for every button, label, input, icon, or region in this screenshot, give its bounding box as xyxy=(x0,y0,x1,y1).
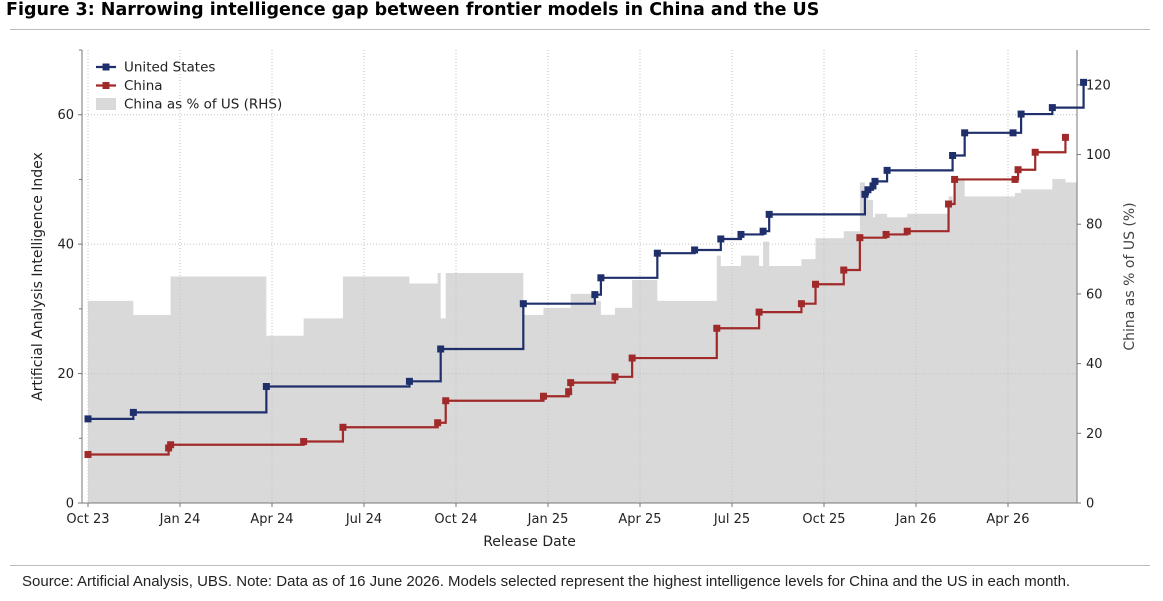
united-states-point xyxy=(597,274,605,282)
china-point xyxy=(713,324,721,332)
united-states-point xyxy=(869,182,877,190)
y-right-tick-label: 60 xyxy=(1086,287,1103,302)
united-states-point xyxy=(1080,78,1088,86)
x-tick-label: Oct 24 xyxy=(434,512,477,527)
china-point xyxy=(567,379,575,387)
axes-layer xyxy=(78,49,1081,507)
united-states-point xyxy=(864,186,872,194)
x-tick-label: Apr 26 xyxy=(986,512,1029,527)
china-point xyxy=(442,397,450,405)
united-states-point xyxy=(883,166,891,174)
china-point xyxy=(539,392,547,400)
y-right-tick-label: 80 xyxy=(1086,218,1103,233)
y-axis-title: Artificial Analysis Intelligence Index xyxy=(30,152,46,401)
grid-layer xyxy=(82,50,1077,503)
x-tick-label: Jan 25 xyxy=(527,512,569,527)
united-states-point xyxy=(861,190,869,198)
lines-layer xyxy=(84,78,1088,458)
united-states-point xyxy=(1009,129,1017,137)
china-point xyxy=(1011,175,1019,183)
united-states-point xyxy=(437,345,445,353)
china-point xyxy=(945,200,953,208)
united-states-point xyxy=(1048,104,1056,112)
y-right-tick-label: 40 xyxy=(1086,357,1103,372)
united-states-point xyxy=(129,408,137,416)
title-rule xyxy=(10,29,1150,30)
china-point xyxy=(1014,166,1022,174)
y-right-tick-label: 100 xyxy=(1086,148,1111,163)
united-states-point xyxy=(405,377,413,385)
x-tick-label: Jul 25 xyxy=(713,512,750,527)
united-states-point xyxy=(717,235,725,243)
united-states-point xyxy=(949,151,957,159)
china-point xyxy=(882,230,890,238)
x-tick-label: Jan 26 xyxy=(895,512,937,527)
y-right-tick-label: 120 xyxy=(1086,78,1111,93)
united-states-point xyxy=(765,210,773,218)
y-right-tick-label: 20 xyxy=(1086,427,1103,442)
source-note: Source: Artificial Analysis, UBS. Note: … xyxy=(22,573,1071,590)
united-states-point xyxy=(84,415,92,423)
legend-marker-china xyxy=(102,82,110,89)
china-point xyxy=(903,227,911,235)
y-right-axis-title: China as % of US (%) xyxy=(1122,202,1138,350)
legend-label-rhs-area: China as % of US (RHS) xyxy=(124,97,282,113)
legend-swatch-rhs-area xyxy=(96,98,116,110)
china-point xyxy=(797,300,805,308)
china-point xyxy=(84,450,92,458)
china-point xyxy=(339,423,347,431)
china-point xyxy=(628,354,636,362)
china-point xyxy=(951,175,959,183)
united-states-point xyxy=(519,300,527,308)
china-point xyxy=(167,441,175,449)
united-states-point xyxy=(961,129,969,137)
united-states-point xyxy=(871,177,879,185)
china-point xyxy=(434,419,442,427)
figure-title: Figure 3: Narrowing intelligence gap bet… xyxy=(6,0,820,20)
y-tick-label: 20 xyxy=(57,367,74,382)
china-point xyxy=(840,266,848,274)
legend-label-united-states: United States xyxy=(124,60,215,76)
x-tick-label: Oct 23 xyxy=(66,512,109,527)
y-tick-label: 40 xyxy=(57,238,74,253)
y-right-tick-label: 0 xyxy=(1086,497,1094,512)
china-line xyxy=(88,137,1067,456)
chart: 0 20 40 60 0 20 40 60 80 100 120 Oct 23 Jan 24 Apr 24… xyxy=(30,49,1138,550)
rhs-area xyxy=(88,178,1084,503)
china-point xyxy=(1031,148,1039,156)
united-states-point xyxy=(591,291,599,299)
united-states-point xyxy=(1017,110,1025,118)
china-point xyxy=(755,308,763,316)
china-point xyxy=(812,280,820,288)
area-layer xyxy=(88,178,1084,503)
x-tick-label: Apr 24 xyxy=(250,512,293,527)
x-tick-label: Jul 24 xyxy=(345,512,382,527)
china-point xyxy=(1061,133,1069,141)
legend: United States China China as % of US (RHS) xyxy=(96,60,282,113)
x-axis-title: Release Date xyxy=(483,534,576,550)
x-tick-label: Jan 24 xyxy=(159,512,201,527)
y-tick-label: 0 xyxy=(66,497,74,512)
united-states-point xyxy=(653,249,661,257)
china-point xyxy=(611,373,619,381)
united-states-point xyxy=(262,383,270,391)
note-rule xyxy=(10,565,1150,566)
legend-label-china: China xyxy=(124,78,163,94)
united-states-point xyxy=(737,230,745,238)
x-tick-label: Apr 25 xyxy=(618,512,661,527)
china-point xyxy=(565,388,573,396)
united-states-point xyxy=(691,246,699,254)
united-states-point xyxy=(759,227,767,235)
china-point xyxy=(300,438,308,446)
x-tick-label: Oct 25 xyxy=(802,512,845,527)
china-point xyxy=(856,234,864,242)
legend-marker-united-states xyxy=(102,63,110,71)
y-tick-label: 60 xyxy=(57,108,74,123)
labels-layer: 0 20 40 60 0 20 40 60 80 100 120 Oct 23 Jan 24 Apr 24… xyxy=(30,78,1138,550)
